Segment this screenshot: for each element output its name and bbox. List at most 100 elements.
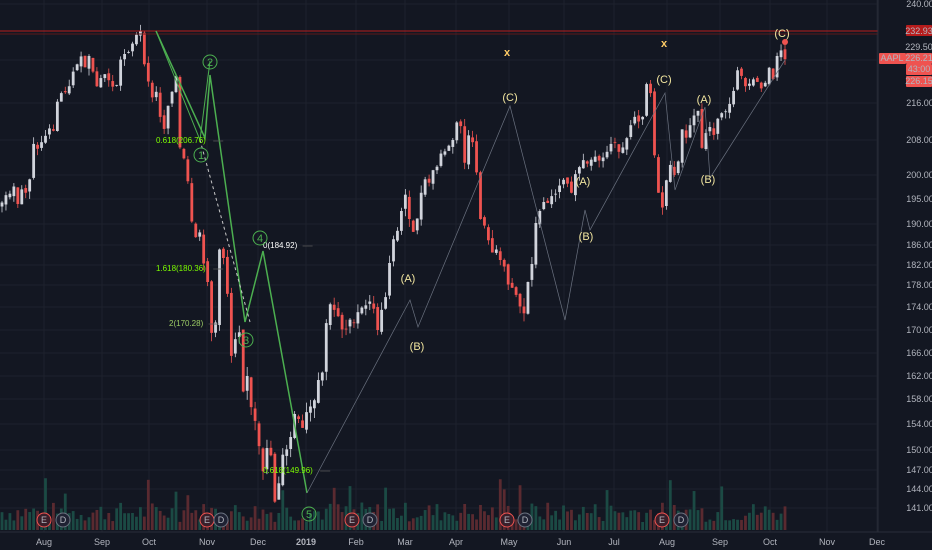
elliott-wave-overlays: 0.618(206.76) 1.618(180.36) 2(170.28) 0(184… [0,28,878,522]
candle-body-70 [277,483,281,500]
candle-body-87 [344,328,348,330]
price-tick-10: 174.00 [906,302,932,312]
wave-projection-dashed [199,139,251,323]
event-marker-9 [673,512,689,528]
volume-bar-163 [645,512,648,530]
candle-body-73 [289,437,293,449]
candle-body-26 [103,74,107,79]
volume-bar-102 [403,502,407,530]
candle-body-61 [241,329,245,392]
volume-bar-104 [411,518,415,530]
candle-body-175 [692,115,696,126]
candle-body-88 [348,319,352,327]
event-label-2: E [204,515,210,525]
volume-bar-3 [12,520,16,530]
candle-body-188 [744,78,747,87]
volume-bar-134 [530,503,534,530]
candle-body-58 [229,292,233,356]
volume-bar-144 [570,509,573,530]
candle-body-63 [249,377,253,408]
candle-body-4 [16,187,20,204]
candle-body-155 [613,141,617,143]
volume-bar-30 [119,502,123,530]
volume-bar-21 [83,520,87,530]
candle-body-126 [498,251,502,260]
volume-bar-42 [166,517,170,530]
candle-body-65 [257,423,261,447]
candle-body-191 [755,77,759,82]
volume-bar-25 [99,506,103,530]
candle-body-80 [316,380,320,403]
candle-body-185 [732,90,735,105]
volume-bar-4 [16,510,20,530]
candle-body-140 [554,193,558,195]
wave-circle-5 [301,506,317,522]
price-tick-18: 216.00 [906,98,932,108]
price-tick-2: 144.00 [906,484,932,494]
candle-body-96 [380,309,384,332]
impulse-wave-path [155,30,308,494]
volume-bar-13 [52,502,55,530]
candle-body-50 [198,232,202,237]
volume-bar-191 [755,514,759,530]
candle-body-130 [514,287,518,295]
candle-body-167 [661,192,664,208]
price-axis[interactable]: 138.20141.00144.00147.00150.00154.00158.… [877,0,932,550]
volume-bar-176 [696,510,700,530]
volume-bar-114 [451,515,455,530]
fib-label-0: 0.618(206.76) [156,136,206,145]
volume-bar-74 [293,520,297,530]
corrective-path [306,59,786,494]
candle-body-192 [759,82,763,89]
candle-body-25 [99,78,103,88]
volume-bar-16 [63,493,67,530]
candle-body-45 [178,76,182,148]
volume-bar-130 [514,519,518,530]
candle-body-141 [558,185,561,193]
volume-bar-119 [471,514,474,530]
volume-bar-98 [388,508,391,530]
candle-body-103 [407,196,411,219]
volume-bar-160 [633,510,637,530]
wave-label-5: 5 [306,509,312,521]
candle-body-33 [131,43,134,52]
candle-body-66 [261,448,265,472]
price-tick-3: 147.00 [906,465,932,475]
price-tick-12: 182.00 [906,260,932,270]
volume-bar-139 [550,515,554,530]
volume-bar-140 [554,510,558,530]
countdown-tag-text: 43:00 [908,64,931,74]
time-axis-bg [0,532,932,550]
volume-bar-48 [190,512,194,530]
candle-body-81 [320,372,324,381]
time-tick-16: Dec [869,537,886,547]
corrective-label-6: (C) [656,74,671,86]
event-label-4: E [349,515,355,525]
time-axis[interactable]: Aug Sep Oct Nov Dec 2019 Feb Mar Apr May Jun Jul Aug… [0,531,932,550]
candle-body-153 [605,151,609,158]
volume-bar-84 [332,487,336,530]
volume-bar-33 [131,512,134,530]
candle-body-181 [716,118,720,134]
volume-bar-138 [546,502,550,530]
volume-bar-121 [479,504,482,530]
candle-body-98 [388,263,391,296]
volume-bar-197 [779,513,783,530]
candle-body-122 [483,217,486,226]
volume-bar-131 [518,485,522,530]
candle-body-54 [214,322,217,333]
candle-body-115 [455,122,459,141]
candle-body-11 [44,135,47,143]
price-tick-9: 170.00 [906,325,932,335]
wave-label-3: 3 [243,335,249,347]
volume-bar-61 [241,516,245,530]
event-label-9: D [678,515,685,525]
candle-body-111 [439,153,443,166]
candle-body-24 [95,71,99,87]
candle-body-134 [530,264,534,280]
time-tick-13: Sep [712,537,728,547]
candle-body-28 [111,81,115,87]
candle-body-20 [79,56,83,67]
